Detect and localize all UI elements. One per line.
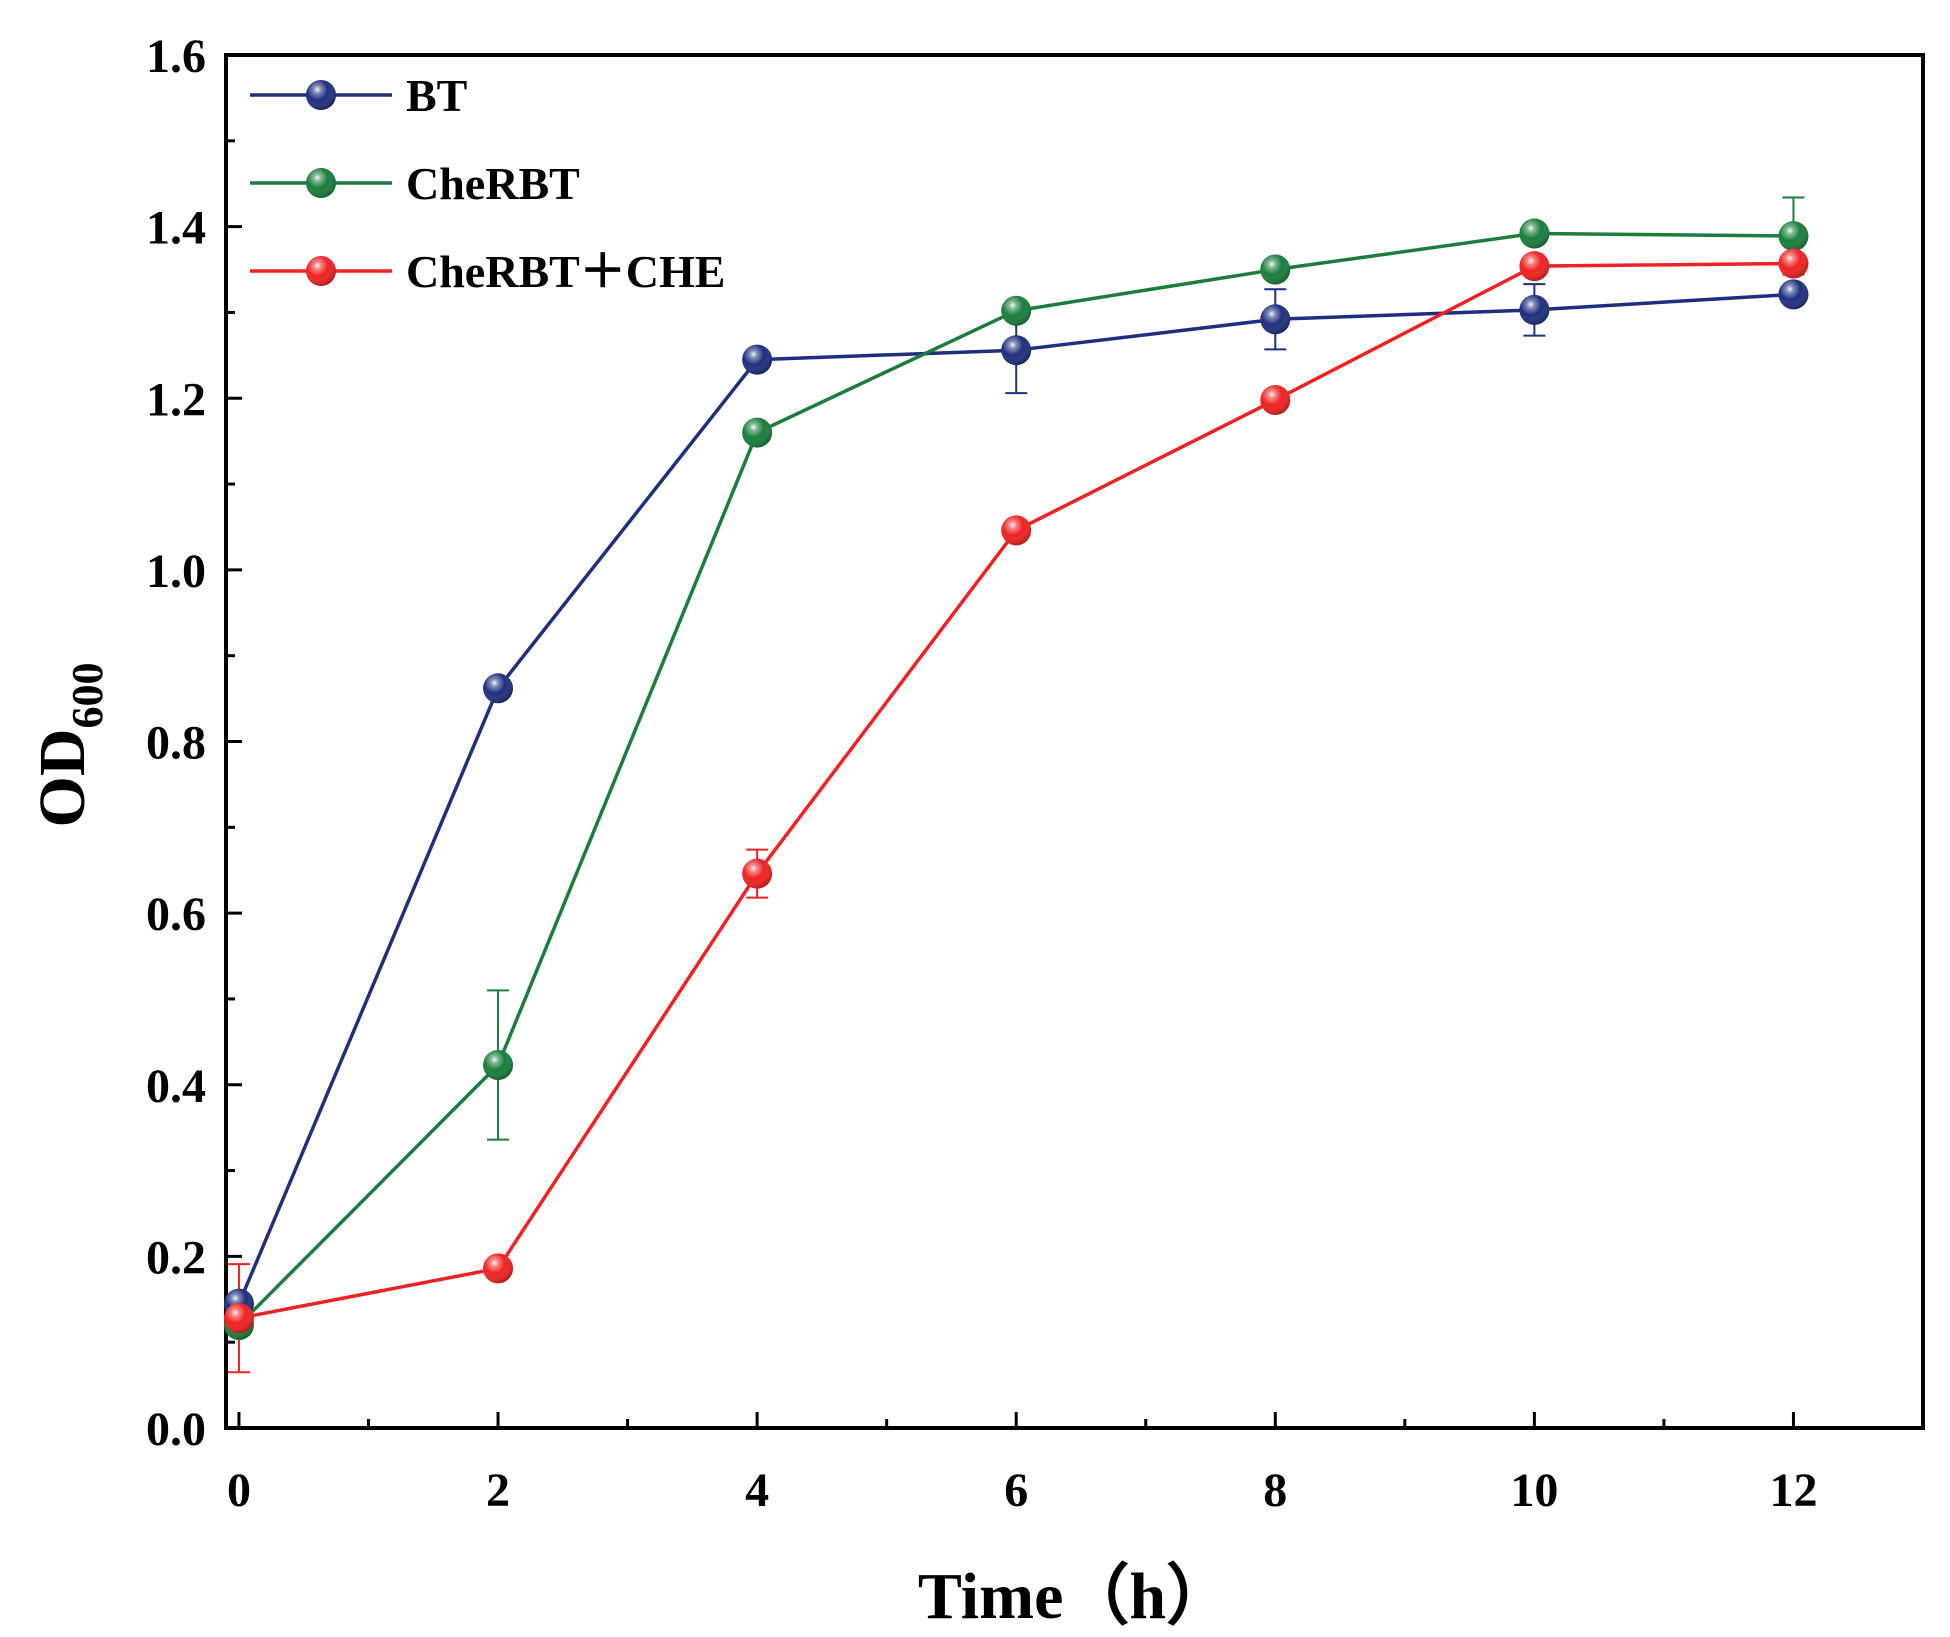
markers-cherbt xyxy=(223,218,1809,1341)
x-tick-label: 6 xyxy=(1004,1464,1028,1517)
legend-label: BT xyxy=(406,70,467,121)
legend-marker-highlight xyxy=(306,168,336,198)
y-tick-label: 1.2 xyxy=(146,373,206,426)
legend-label: CheRBT xyxy=(406,158,580,209)
legend-item-cherbt-che: CheRBT＋CHE xyxy=(250,246,725,297)
x-tick-label: 10 xyxy=(1510,1464,1558,1517)
data-point-highlight xyxy=(1260,384,1291,415)
y-tick-label: 0.0 xyxy=(146,1403,206,1456)
series-layer xyxy=(223,196,1809,1374)
legend: BT CheRBT CheRBT＋CHE xyxy=(250,70,725,297)
series-line xyxy=(237,231,1794,1327)
data-point-highlight xyxy=(1519,218,1550,249)
data-point-highlight xyxy=(223,1303,254,1334)
data-point-highlight xyxy=(1778,279,1809,310)
data-point-highlight xyxy=(742,417,773,448)
data-point-highlight xyxy=(1260,304,1291,335)
data-point-highlight xyxy=(1001,335,1032,366)
data-point-highlight xyxy=(1260,254,1291,285)
data-point-highlight xyxy=(1001,515,1032,546)
y-tick-label: 1.0 xyxy=(146,545,206,598)
data-point-highlight xyxy=(1519,294,1550,325)
data-point-highlight xyxy=(1519,251,1550,282)
series-line xyxy=(238,261,1794,1320)
series-cherbt-che xyxy=(227,261,1794,1374)
legend-marker-highlight xyxy=(306,256,336,286)
data-point-highlight xyxy=(483,673,514,704)
data-point-highlight xyxy=(742,344,773,375)
y-tick-label: 0.2 xyxy=(146,1231,206,1284)
markers-bt xyxy=(223,279,1809,1319)
legend-label: CheRBT＋CHE xyxy=(406,246,725,297)
y-axis-title-main: OD xyxy=(26,729,99,828)
data-point-highlight xyxy=(483,1050,514,1081)
y-axis-title: OD600 xyxy=(26,663,112,828)
legend-item-cherbt: CheRBT xyxy=(250,158,580,209)
series-bt xyxy=(227,283,1794,1314)
data-point-highlight xyxy=(1778,221,1809,252)
y-tick-label: 1.6 xyxy=(146,30,206,83)
series-line xyxy=(237,292,1794,1305)
x-tick-label: 12 xyxy=(1769,1464,1817,1517)
y-tick-label: 1.4 xyxy=(146,202,206,255)
x-tick-label: 8 xyxy=(1263,1464,1287,1517)
series-cherbt xyxy=(237,196,1805,1327)
x-tick-label: 2 xyxy=(486,1464,510,1517)
data-point-highlight xyxy=(1001,295,1032,326)
data-point-highlight xyxy=(483,1253,514,1284)
y-tick-label: 0.8 xyxy=(146,717,206,770)
data-point-highlight xyxy=(742,858,773,889)
y-tick-label: 0.6 xyxy=(146,888,206,941)
axis-ticks: 0 2 4 6 8 10 12 0.0 0.2 0.4 0.6 0.8 1.0 1.2 1.4 1.6 xyxy=(146,30,1817,1517)
x-tick-label: 0 xyxy=(227,1464,251,1517)
legend-item-bt: BT xyxy=(250,70,467,121)
data-point-highlight xyxy=(1778,248,1809,279)
legend-marker-highlight xyxy=(306,80,336,110)
y-tick-label: 0.4 xyxy=(146,1060,206,1113)
x-tick-label: 4 xyxy=(745,1464,769,1517)
x-axis-title: Time（h） xyxy=(918,1559,1232,1633)
y-axis-title-subscript: 600 xyxy=(63,663,112,729)
markers-cherbt-che xyxy=(223,248,1809,1334)
